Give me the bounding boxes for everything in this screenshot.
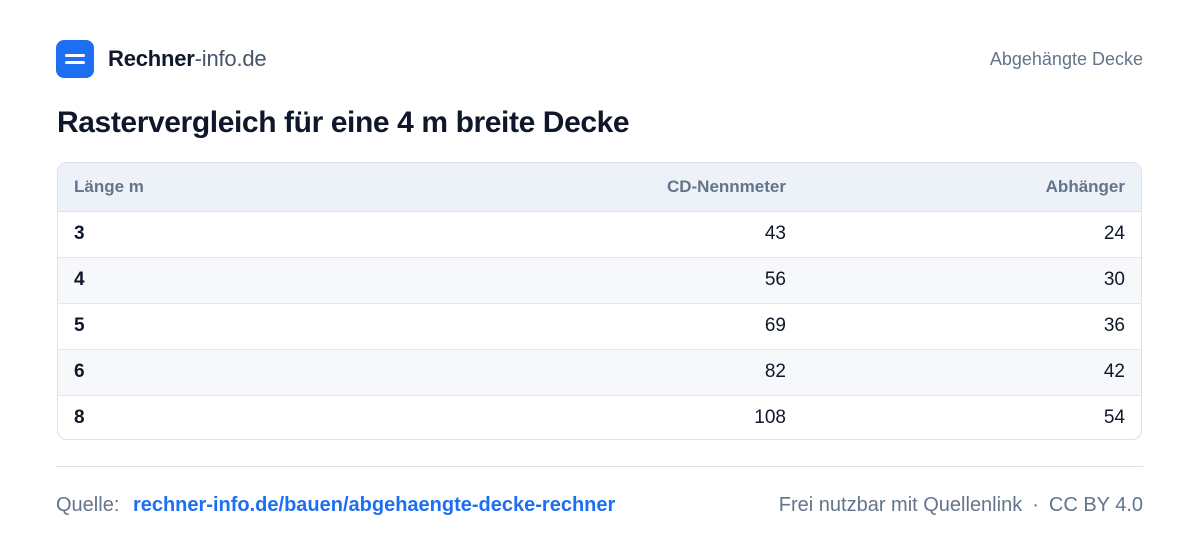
table-header-row: Länge m CD-Nennmeter Abhänger [58,163,1141,212]
footer-divider [56,466,1143,467]
column-header-hangers: Abhänger [802,163,1141,212]
cell-hangers: 36 [802,302,1141,349]
brand[interactable]: Rechner-info.de [56,40,267,78]
cell-hangers: 24 [1103,223,1125,244]
cell-hangers: 54 [802,394,1141,439]
cell-cd-meter: 69 [390,302,802,349]
table-row: 4 56 30 [58,256,1141,303]
source-label: Quelle: [56,493,120,516]
cell-hangers: 42 [802,348,1141,395]
brand-name: Rechner-info.de [108,46,267,72]
column-header-length: Länge m [58,163,390,212]
cell-hangers: 30 [802,256,1141,303]
cell-length: 4 [58,256,390,303]
logo-bar-bottom [65,61,85,64]
logo-bar-top [65,54,85,57]
page-label: Abgehängte Decke [989,48,1143,69]
comparison-table: Länge m CD-Nennmeter Abhänger 3 43 24 4 … [57,162,1142,440]
footer: Quelle: rechner-info.de/bauen/abgehaengt… [56,490,1143,520]
table-row: 3 43 24 [58,211,1141,257]
column-header-cd-meter: CD-Nennmeter [390,163,802,212]
cell-length: 6 [58,348,390,395]
cell-cd-meter: 82 [390,348,802,395]
table-row: 5 69 36 [58,302,1141,349]
page-title: Rastervergleich für eine 4 m breite Deck… [57,106,630,139]
logo-icon [56,40,94,78]
cell-length: 3 [74,223,85,244]
cell-cd-meter: 108 [390,394,802,439]
source-link[interactable]: rechner-info.de/bauen/abgehaengte-decke-… [132,493,616,516]
table-row: 6 82 42 [58,348,1141,395]
cell-length: 8 [58,394,390,439]
cell-length: 5 [58,302,390,349]
cell-cd-meter: 43 [764,223,786,244]
table-row: 8 108 54 [58,394,1141,439]
license-text: Frei nutzbar mit Quellenlink [778,493,1023,516]
license-info: Frei nutzbar mit Quellenlink · CC BY 4.0 [779,494,1143,517]
source: Quelle: rechner-info.de/bauen/abgehaengt… [56,494,615,517]
header: Rechner-info.de Abgehängte Decke [56,40,1143,78]
brand-name-light: -info.de [194,46,267,71]
license-separator: · [1032,493,1039,516]
license-name: CC BY 4.0 [1048,493,1143,516]
cell-cd-meter: 56 [390,256,802,303]
brand-name-strong: Rechner [108,46,195,71]
